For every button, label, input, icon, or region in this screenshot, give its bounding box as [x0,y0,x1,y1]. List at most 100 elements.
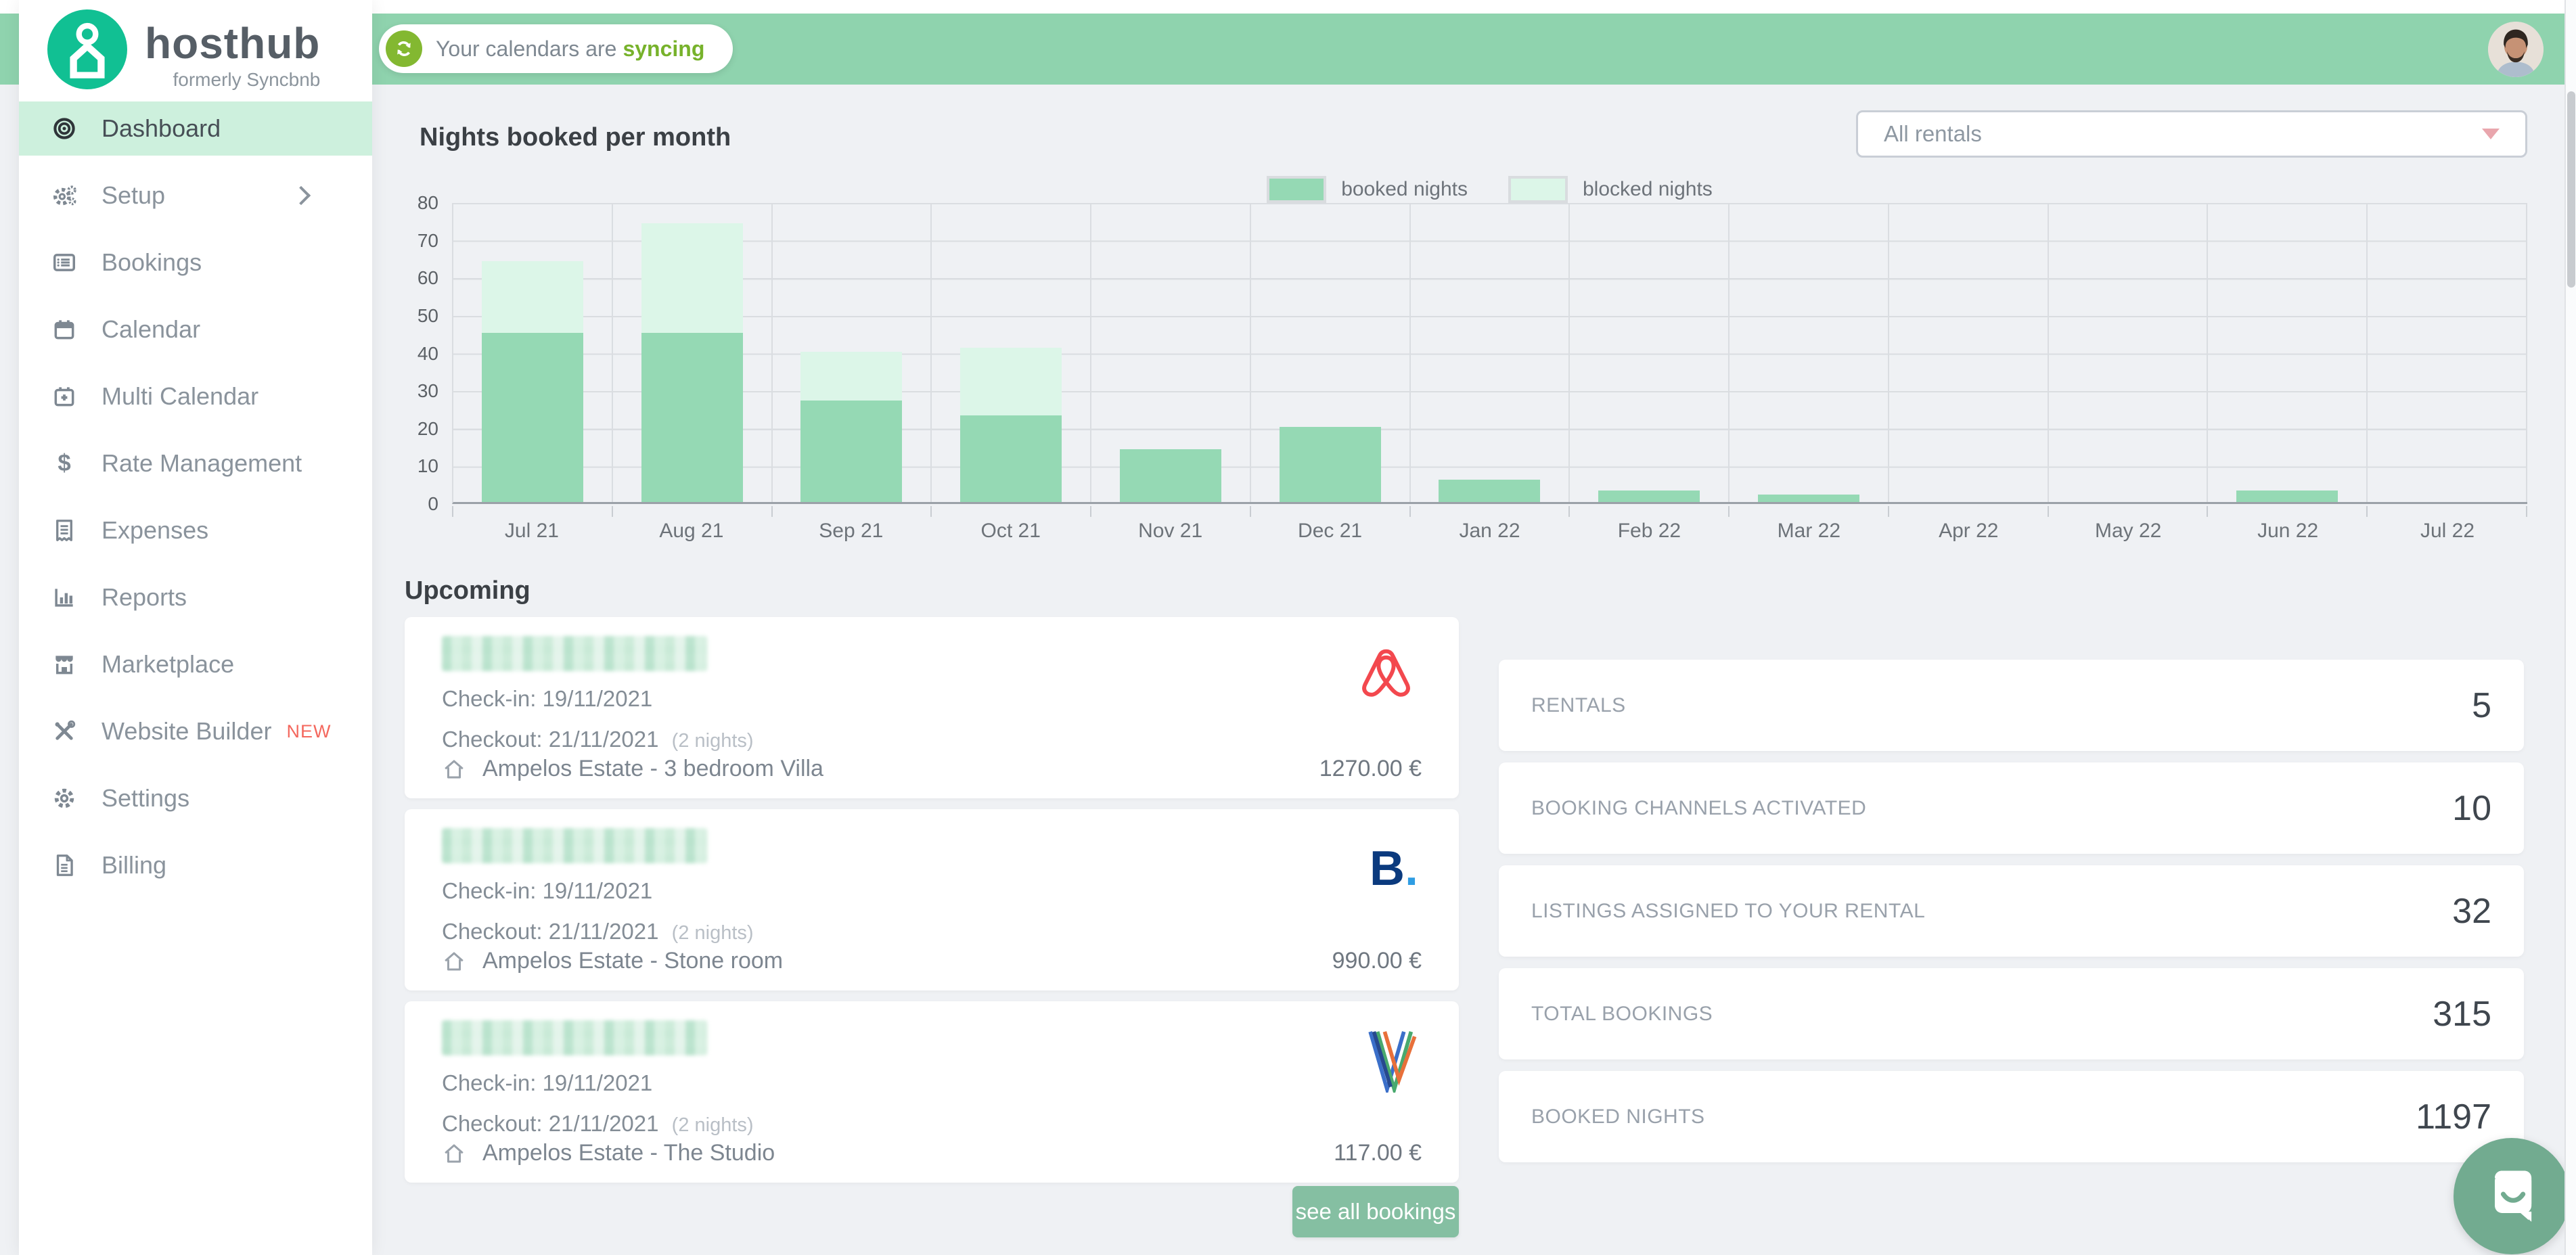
sidebar-nav: Dashboard Setup Bo [19,101,372,892]
sidebar-item-settings[interactable]: Settings [19,771,372,825]
blocked-swatch [1508,176,1568,203]
sidebar-item-billing[interactable]: Billing [19,838,372,892]
nights-note: (2 nights) [671,1114,754,1136]
chart-slot [1730,203,1889,502]
x-axis-label: Oct 21 [980,520,1041,542]
bar-segment [960,347,1062,416]
stat-label: TOTAL BOOKINGS [1531,1002,1713,1025]
y-axis-tick: 60 [417,267,438,289]
redacted-guest-name [442,1020,707,1055]
chart-slot [1889,203,2049,502]
x-axis-label: Feb 22 [1617,520,1681,542]
sidebar-item-marketplace[interactable]: Marketplace [19,637,372,691]
nights-note: (2 nights) [671,730,754,752]
sidebar-item-label: Marketplace [101,650,235,678]
sidebar-item-bookings[interactable]: Bookings [19,235,372,290]
bar-segment [960,415,1062,502]
upcoming-bookings: Check-in: 19/11/2021 Checkout: 21/11/202… [405,617,1459,1193]
checkin-line: Check-in: 19/11/2021 [442,878,1422,904]
booking-card[interactable]: Check-in: 19/11/2021 Checkout: 21/11/202… [405,809,1459,990]
sidebar-item-multi-calendar[interactable]: Multi Calendar [19,369,372,424]
booked-swatch [1267,176,1327,203]
airbnb-logo-icon [1354,644,1418,708]
rentals-dropdown[interactable]: All rentals [1856,110,2527,158]
checkout-label: Checkout: [442,1111,543,1136]
bar-segment [800,400,903,502]
sidebar-item-dashboard[interactable]: Dashboard [19,101,372,156]
sidebar-item-label: Multi Calendar [101,382,259,410]
checkout-label: Checkout: [442,727,543,752]
property-name: Ampelos Estate - 3 bedroom Villa [482,756,823,781]
sidebar-item-setup[interactable]: Setup [19,168,372,223]
chart-month-labels: Jul 21 Aug 21 Sep 21 Oct 21 Nov 21 Dec 21 Jan … [452,520,2527,543]
dashboard-target-icon [51,116,77,141]
x-axis-label: Jan 22 [1459,520,1520,542]
chart-slot [1570,203,1730,502]
booking-card-footer: Ampelos Estate - 3 bedroom Villa 1270.00… [442,756,1422,782]
user-avatar[interactable] [2488,22,2544,77]
x-axis-label: Dec 21 [1298,520,1363,542]
stat-card-booked-nights: BOOKED NIGHTS 1197 [1499,1071,2524,1162]
bar-segment [1279,426,1381,502]
chart-plot [452,203,2527,504]
chart-slot [453,203,613,502]
checkin-date: 19/11/2021 [542,1070,653,1095]
chart-slot [2208,203,2368,502]
dollar-icon: $ [51,451,77,476]
bar-segment [641,223,743,333]
booking-card[interactable]: Check-in: 19/11/2021 Checkout: 21/11/202… [405,1001,1459,1183]
see-all-bookings-button[interactable]: see all bookings [1292,1186,1459,1237]
bar-segment [800,351,903,401]
y-axis-tick: 40 [417,342,438,364]
nights-note: (2 nights) [671,922,754,944]
booking-price: 1270.00 € [1319,756,1422,781]
chart-slot [2368,203,2527,502]
scrollbar[interactable] [2564,0,2576,1255]
sidebar-item-expenses[interactable]: Expenses [19,503,372,557]
stat-value: 32 [2452,891,2491,931]
chart-x-ticks [452,506,2527,517]
bar-segment [2236,490,2338,502]
x-axis-label: Jun 22 [2257,520,2319,542]
stat-card-total-bookings: TOTAL BOOKINGS 315 [1499,968,2524,1059]
checkin-line: Check-in: 19/11/2021 [442,686,1422,712]
checkin-line: Check-in: 19/11/2021 [442,1070,1422,1096]
redacted-guest-name [442,636,707,671]
calendar-plus-icon [51,384,77,409]
bar-chart-icon [51,585,77,610]
checkin-date: 19/11/2021 [542,686,653,711]
booking-price: 990.00 € [1332,948,1422,974]
booking-card[interactable]: Check-in: 19/11/2021 Checkout: 21/11/202… [405,617,1459,798]
new-badge: NEW [286,721,332,741]
sidebar-item-reports[interactable]: Reports [19,570,372,624]
bookings-list-icon [51,250,77,275]
brand-logo[interactable]: hosthub formerly Syncbnb [19,0,372,101]
bar-segment [1119,449,1221,502]
x-axis-label: Nov 21 [1138,520,1203,542]
sidebar-item-website-builder[interactable]: Website Builder NEW [19,704,372,758]
x-axis-label: May 22 [2094,520,2162,542]
x-axis-label: Jul 22 [2420,520,2475,542]
sidebar-item-calendar[interactable]: Calendar [19,302,372,357]
y-axis-tick: 0 [428,493,438,514]
booking-card-footer: Ampelos Estate - Stone room 990.00 € [442,948,1422,974]
checkin-label: Check-in: [442,878,537,903]
sync-status-text: Your calendars are syncing [436,37,704,62]
property-name: Ampelos Estate - The Studio [482,1140,775,1166]
x-axis-label: Sep 21 [819,520,884,542]
receipt-icon [51,518,77,543]
gear-icon [51,785,77,811]
sidebar-item-label: Expenses [101,516,209,544]
y-axis-tick: 30 [417,380,438,402]
stat-card-listings: LISTINGS ASSIGNED TO YOUR RENTAL 32 [1499,865,2524,957]
chart-slot [932,203,1092,502]
sidebar-item-label: Dashboard [101,114,221,142]
scrollbar-thumb[interactable] [2567,91,2575,288]
sidebar-item-rate-management[interactable]: $ Rate Management [19,436,372,490]
checkin-label: Check-in: [442,1070,537,1095]
sidebar-item-label: Reports [101,583,187,611]
checkin-date: 19/11/2021 [542,878,653,903]
stat-label: RENTALS [1531,693,1626,716]
chat-button[interactable] [2454,1138,2570,1254]
stat-label: BOOKED NIGHTS [1531,1105,1705,1128]
